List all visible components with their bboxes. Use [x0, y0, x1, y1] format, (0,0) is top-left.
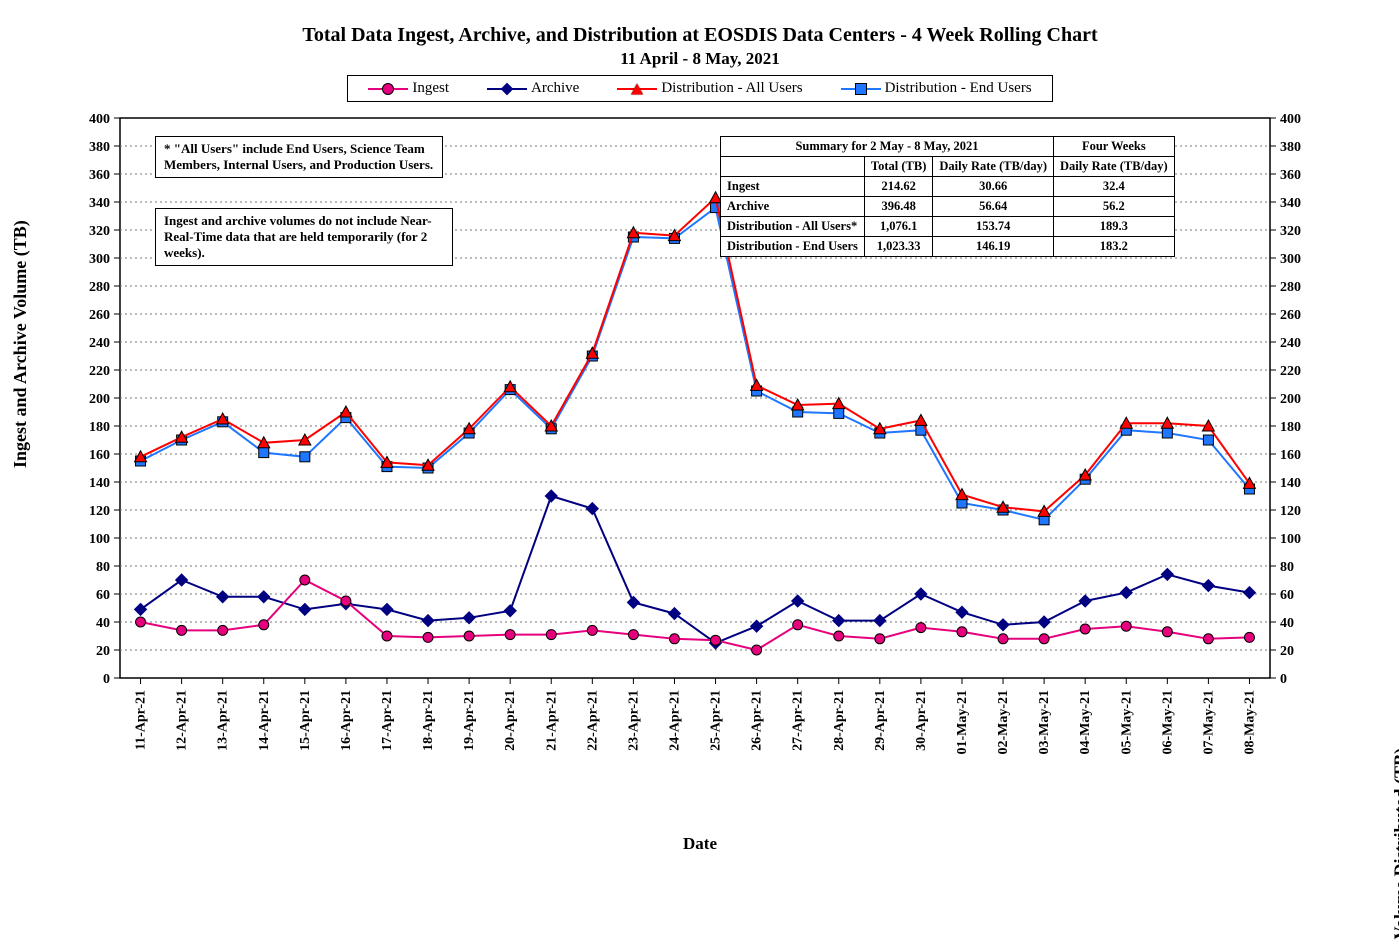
svg-text:04-May-21: 04-May-21 — [1078, 690, 1093, 755]
legend-ingest: Ingest — [368, 80, 449, 97]
svg-text:220: 220 — [1280, 364, 1301, 379]
svg-text:60: 60 — [96, 588, 110, 603]
col-total: Total (TB) — [864, 157, 932, 177]
svg-text:260: 260 — [89, 308, 110, 323]
svg-text:29-Apr-21: 29-Apr-21 — [873, 690, 888, 751]
svg-text:360: 360 — [1280, 168, 1301, 183]
legend: Ingest Archive Distribution - All Users … — [347, 75, 1052, 102]
row-label: Archive — [721, 197, 865, 217]
svg-text:11-Apr-21: 11-Apr-21 — [134, 690, 149, 750]
legend-label: Ingest — [412, 80, 449, 97]
svg-text:200: 200 — [1280, 392, 1301, 407]
y-axis-right-label: Volume Distributed (TB) — [1390, 748, 1399, 939]
svg-text:07-May-21: 07-May-21 — [1201, 690, 1216, 755]
svg-text:100: 100 — [1280, 532, 1301, 547]
svg-text:380: 380 — [1280, 140, 1301, 155]
svg-text:380: 380 — [89, 140, 110, 155]
svg-text:340: 340 — [89, 196, 110, 211]
note-volumes: Ingest and archive volumes do not includ… — [155, 208, 453, 266]
svg-text:280: 280 — [89, 280, 110, 295]
svg-text:40: 40 — [96, 616, 110, 631]
svg-text:24-Apr-21: 24-Apr-21 — [667, 690, 682, 751]
svg-text:300: 300 — [1280, 252, 1301, 267]
svg-text:0: 0 — [103, 672, 110, 687]
svg-text:260: 260 — [1280, 308, 1301, 323]
svg-text:06-May-21: 06-May-21 — [1160, 690, 1175, 755]
svg-text:180: 180 — [89, 420, 110, 435]
plot-wrap: Ingest and Archive Volume (TB) Volume Di… — [20, 108, 1380, 828]
summary-fourweeks: Four Weeks — [1054, 137, 1175, 157]
svg-text:28-Apr-21: 28-Apr-21 — [832, 690, 847, 751]
svg-text:20-Apr-21: 20-Apr-21 — [503, 690, 518, 751]
svg-text:16-Apr-21: 16-Apr-21 — [339, 690, 354, 751]
svg-text:160: 160 — [89, 448, 110, 463]
svg-text:12-Apr-21: 12-Apr-21 — [175, 690, 190, 751]
svg-text:14-Apr-21: 14-Apr-21 — [257, 690, 272, 751]
svg-text:08-May-21: 08-May-21 — [1242, 690, 1257, 755]
svg-text:05-May-21: 05-May-21 — [1119, 690, 1134, 755]
svg-text:23-Apr-21: 23-Apr-21 — [626, 690, 641, 751]
chart-subtitle: 11 April - 8 May, 2021 — [20, 49, 1380, 69]
svg-text:280: 280 — [1280, 280, 1301, 295]
svg-text:15-Apr-21: 15-Apr-21 — [298, 690, 313, 751]
row-label: Ingest — [721, 177, 865, 197]
svg-text:03-May-21: 03-May-21 — [1037, 690, 1052, 755]
legend-label: Archive — [531, 80, 579, 97]
legend-label: Distribution - End Users — [885, 80, 1032, 97]
legend-dist-all: Distribution - All Users — [617, 80, 802, 97]
svg-text:200: 200 — [89, 392, 110, 407]
col-rate: Daily Rate (TB/day) — [933, 157, 1054, 177]
svg-text:400: 400 — [89, 112, 110, 127]
svg-text:400: 400 — [1280, 112, 1301, 127]
svg-text:360: 360 — [89, 168, 110, 183]
svg-text:340: 340 — [1280, 196, 1301, 211]
svg-text:240: 240 — [89, 336, 110, 351]
svg-text:20: 20 — [1280, 644, 1294, 659]
svg-text:13-Apr-21: 13-Apr-21 — [216, 690, 231, 751]
x-axis-label: Date — [20, 834, 1380, 854]
svg-text:18-Apr-21: 18-Apr-21 — [421, 690, 436, 751]
chart-title: Total Data Ingest, Archive, and Distribu… — [20, 24, 1380, 47]
legend-archive: Archive — [487, 80, 579, 97]
note-all-users: * "All Users" include End Users, Science… — [155, 136, 443, 178]
row-label: Distribution - All Users* — [721, 217, 865, 237]
svg-text:20: 20 — [96, 644, 110, 659]
summary-header: Summary for 2 May - 8 May, 2021 — [721, 137, 1054, 157]
svg-text:160: 160 — [1280, 448, 1301, 463]
svg-text:120: 120 — [1280, 504, 1301, 519]
svg-text:30-Apr-21: 30-Apr-21 — [914, 690, 929, 751]
svg-text:140: 140 — [1280, 476, 1301, 491]
summary-table: Summary for 2 May - 8 May, 2021 Four Wee… — [720, 136, 1175, 257]
col-rate4: Daily Rate (TB/day) — [1054, 157, 1175, 177]
svg-text:22-Apr-21: 22-Apr-21 — [585, 690, 600, 751]
legend-dist-end: Distribution - End Users — [841, 80, 1032, 97]
svg-text:220: 220 — [89, 364, 110, 379]
chart-container: Total Data Ingest, Archive, and Distribu… — [20, 24, 1380, 854]
svg-text:240: 240 — [1280, 336, 1301, 351]
svg-text:320: 320 — [1280, 224, 1301, 239]
svg-text:21-Apr-21: 21-Apr-21 — [544, 690, 559, 751]
svg-text:01-May-21: 01-May-21 — [955, 690, 970, 755]
svg-text:25-Apr-21: 25-Apr-21 — [709, 690, 724, 751]
svg-text:26-Apr-21: 26-Apr-21 — [750, 690, 765, 751]
svg-text:17-Apr-21: 17-Apr-21 — [380, 690, 395, 751]
svg-text:19-Apr-21: 19-Apr-21 — [462, 690, 477, 751]
svg-text:02-May-21: 02-May-21 — [996, 690, 1011, 755]
svg-text:120: 120 — [89, 504, 110, 519]
svg-text:0: 0 — [1280, 672, 1287, 687]
svg-text:60: 60 — [1280, 588, 1294, 603]
svg-text:80: 80 — [1280, 560, 1294, 575]
row-label: Distribution - End Users — [721, 237, 865, 257]
svg-text:100: 100 — [89, 532, 110, 547]
svg-text:80: 80 — [96, 560, 110, 575]
y-axis-left-label: Ingest and Archive Volume (TB) — [10, 220, 31, 468]
svg-text:140: 140 — [89, 476, 110, 491]
svg-text:40: 40 — [1280, 616, 1294, 631]
svg-text:320: 320 — [89, 224, 110, 239]
svg-text:27-Apr-21: 27-Apr-21 — [791, 690, 806, 751]
legend-label: Distribution - All Users — [661, 80, 802, 97]
svg-text:180: 180 — [1280, 420, 1301, 435]
svg-text:300: 300 — [89, 252, 110, 267]
